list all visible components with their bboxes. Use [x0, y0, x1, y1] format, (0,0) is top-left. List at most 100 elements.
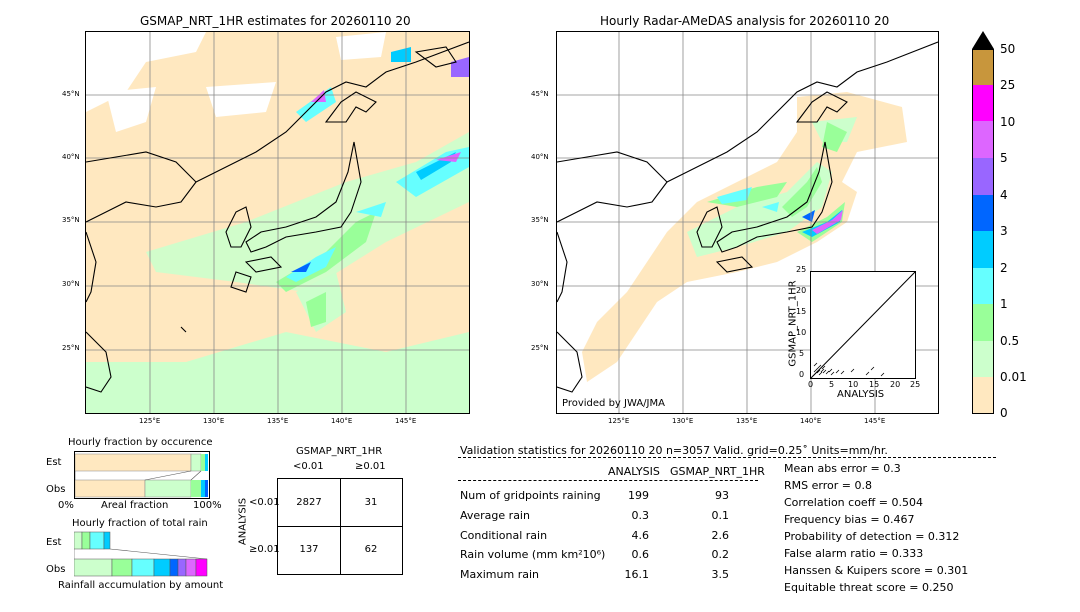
left-lon-label: 125°E — [139, 417, 161, 425]
colorbar-extend-arrow — [972, 31, 994, 49]
right-lat-label: 30°N — [531, 280, 549, 288]
left-lat-label: 45°N — [62, 90, 80, 98]
scatter-ytick: 20 — [796, 286, 807, 295]
validation-gsmap-value: 2.6 — [711, 529, 730, 542]
right-lat-label: 45°N — [531, 90, 549, 98]
right-lat-label: 25°N — [531, 344, 549, 352]
validation-analysis-value: 0.3 — [631, 509, 650, 522]
validation-score: Equitable threat score = 0.250 — [784, 581, 954, 594]
colorbar-segment — [972, 195, 994, 231]
left-lat-label: 30°N — [62, 280, 80, 288]
validation-row-label: Average rain — [460, 509, 530, 522]
contingency-row-header: <0.01 — [249, 497, 280, 508]
contingency-cell: 2827 — [296, 497, 322, 508]
validation-score: Mean abs error = 0.3 — [784, 462, 901, 475]
colorbar-segment — [972, 49, 994, 86]
scatter-ytick: 10 — [796, 328, 807, 337]
total-rain-row-label: Obs — [46, 564, 66, 575]
contingency-col-header: <0.01 — [293, 461, 324, 472]
validation-analysis-value: 16.1 — [624, 568, 650, 581]
contingency-col-header: ≥0.01 — [355, 461, 386, 472]
right-lon-label: 130°E — [672, 417, 694, 425]
validation-divider — [458, 480, 758, 481]
validation-col-analysis: ANALYSIS — [608, 465, 660, 478]
validation-score: Probability of detection = 0.312 — [784, 530, 960, 543]
scatter-ytick: 0 — [799, 370, 805, 379]
validation-analysis-value: 199 — [628, 489, 649, 502]
left-lat-label: 40°N — [62, 153, 80, 161]
scatter-xtick: 20 — [890, 380, 901, 389]
left-lon-label: 145°E — [395, 417, 417, 425]
right-lat-label: 35°N — [531, 216, 549, 224]
colorbar-segment — [972, 304, 994, 341]
left-map-canvas — [86, 32, 469, 413]
scatter-ytick: 5 — [799, 349, 805, 358]
colorbar-label: 50 — [1000, 42, 1016, 56]
colorbar-label: 2 — [1000, 261, 1008, 275]
right-lon-label: 135°E — [736, 417, 758, 425]
contingency-title: GSMAP_NRT_1HR — [296, 446, 383, 457]
validation-row-label: Num of gridpoints raining — [460, 489, 601, 502]
colorbar-label: 0.01 — [1000, 370, 1027, 384]
colorbar — [972, 31, 994, 414]
occurrence-row-label: Est — [46, 457, 62, 468]
total-rain-row-label: Est — [46, 537, 62, 548]
scatter-xlabel: ANALYSIS — [837, 389, 885, 400]
occurrence-title: Hourly fraction by occurence — [68, 437, 213, 448]
colorbar-segment — [972, 85, 994, 121]
occurrence-axis-right: 100% — [193, 500, 222, 511]
colorbar-label: 4 — [1000, 188, 1008, 202]
left-lon-label: 130°E — [203, 417, 225, 425]
scatter-xtick: 25 — [910, 380, 921, 389]
occurrence-row-label: Obs — [46, 484, 66, 495]
colorbar-label: 10 — [1000, 115, 1016, 129]
validation-row-label: Conditional rain — [460, 529, 548, 542]
contingency-row-header: ≥0.01 — [249, 544, 280, 555]
total-rain-caption: Rainfall accumulation by amount — [58, 580, 224, 591]
validation-gsmap-value: 93 — [715, 489, 729, 502]
validation-analysis-value: 4.6 — [631, 529, 650, 542]
colorbar-label: 5 — [1000, 151, 1008, 165]
contingency-cell: 62 — [364, 544, 378, 555]
validation-gsmap-value: 0.1 — [711, 509, 730, 522]
left-lat-label: 35°N — [62, 216, 80, 224]
right-lon-label: 140°E — [800, 417, 822, 425]
left-map — [85, 31, 470, 414]
data-credit: Provided by JWA/JMA — [562, 398, 665, 409]
colorbar-label: 25 — [1000, 78, 1016, 92]
colorbar-label: 1 — [1000, 297, 1008, 311]
scatter-canvas — [810, 271, 916, 379]
total-rain-title: Hourly fraction of total rain — [72, 518, 208, 529]
scatter-ylabel: GSMAP_NRT_1HR — [787, 280, 799, 367]
scatter-xtick: 10 — [848, 380, 859, 389]
contingency-row-axis: ANALYSIS — [237, 497, 249, 546]
left-lon-label: 135°E — [267, 417, 289, 425]
right-map-canvas — [557, 32, 938, 413]
validation-row-label: Rain volume (mm km²10⁶) — [460, 548, 606, 561]
left-lat-label: 25°N — [62, 344, 80, 352]
scatter-xtick: 15 — [869, 380, 880, 389]
validation-divider — [458, 457, 996, 458]
colorbar-segment — [972, 377, 994, 414]
validation-col-gsmap: GSMAP_NRT_1HR — [670, 465, 765, 478]
scatter-plot — [810, 271, 916, 379]
total-rain-chart — [73, 531, 208, 577]
validation-row-label: Maximum rain — [460, 568, 539, 581]
validation-score: False alarm ratio = 0.333 — [784, 547, 924, 560]
occurrence-axis-label: Areal fraction — [101, 500, 169, 511]
validation-score: RMS error = 0.8 — [784, 479, 872, 492]
colorbar-label: 0.5 — [1000, 334, 1020, 348]
scatter-xtick: 5 — [829, 380, 835, 389]
colorbar-segment — [972, 268, 994, 304]
validation-score: Correlation coeff = 0.504 — [784, 496, 923, 509]
validation-header: Validation statistics for 20260110 20 n=… — [460, 444, 888, 457]
contingency-cell: 137 — [299, 544, 319, 555]
right-map-title: Hourly Radar-AMeDAS analysis for 2026011… — [600, 14, 890, 28]
left-map-title: GSMAP_NRT_1HR estimates for 20260110 20 — [140, 14, 411, 28]
scatter-xtick: 0 — [808, 380, 814, 389]
validation-gsmap-value: 0.2 — [711, 548, 730, 561]
left-lon-label: 140°E — [331, 417, 353, 425]
validation-score: Frequency bias = 0.467 — [784, 513, 915, 526]
occurrence-axis-left: 0% — [58, 500, 74, 511]
right-lon-label: 145°E — [864, 417, 886, 425]
